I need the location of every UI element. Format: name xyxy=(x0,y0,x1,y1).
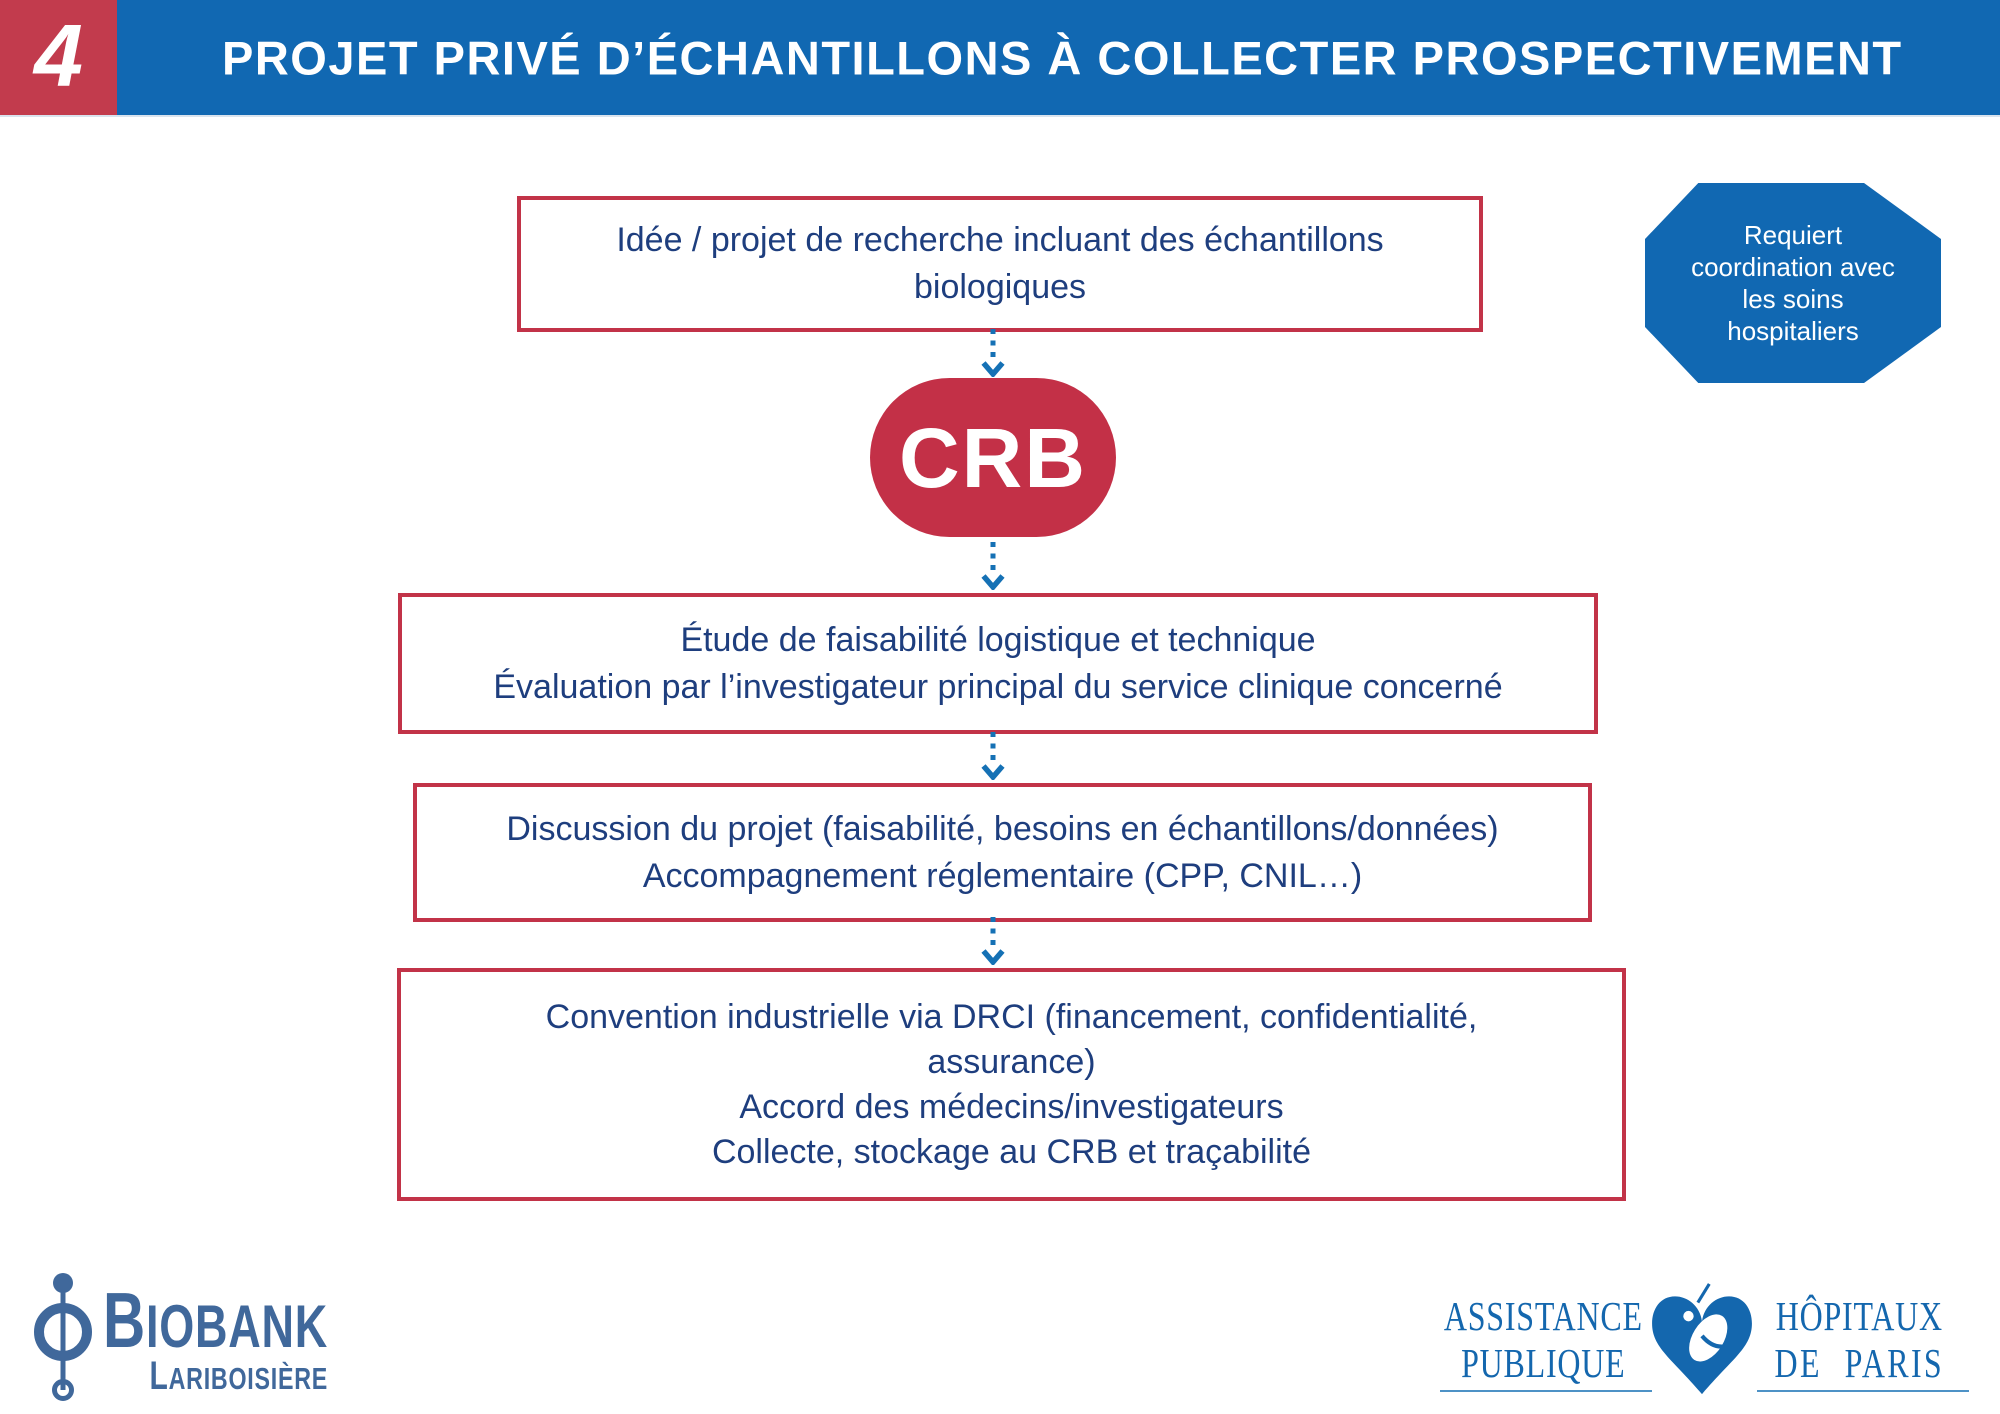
aphp-left-line2: PUBLIQUE xyxy=(1461,1340,1626,1386)
aphp-underline-left xyxy=(1440,1390,1652,1392)
biobank-wordmark: BIOBANK LARIBOISIÈRE xyxy=(103,1290,328,1396)
text-line: Étude de faisabilité logistique et techn… xyxy=(680,620,1316,659)
text-line: coordination avec xyxy=(1691,252,1895,282)
slide-number-badge: 4 xyxy=(0,0,117,115)
text-line: Évaluation par l’investigateur principal… xyxy=(493,667,1503,706)
text-line: Discussion du projet (faisabilité, besoi… xyxy=(506,809,1499,848)
flow-arrow-icon xyxy=(981,732,1005,780)
text-line: Collecte, stockage au CRB et traçabilité xyxy=(711,1132,1312,1171)
biobank-icon xyxy=(34,1273,92,1401)
text-line: Convention industrielle via DRCI (financ… xyxy=(545,997,1478,1036)
flow-box-idea: Idée / projet de recherche incluant des … xyxy=(517,196,1483,332)
flow-box-discussion: Discussion du projet (faisabilité, besoi… xyxy=(413,783,1592,922)
slide-number: 4 xyxy=(34,5,83,105)
flow-box-convention: Convention industrielle via DRCI (financ… xyxy=(397,968,1626,1201)
text-line: biologiques xyxy=(913,268,1087,306)
aphp-heart-icon xyxy=(1652,1283,1752,1395)
flow-box-feasibility: Étude de faisabilité logistique et techn… xyxy=(398,593,1598,734)
text-line: Requiert xyxy=(1743,220,1843,250)
callout-octagon: Requiert coordination avec les soins hospit… xyxy=(1645,183,1941,383)
aphp-right-line1: HÔPITAUX xyxy=(1775,1293,1943,1339)
flow-arrow-icon xyxy=(981,542,1005,590)
page-title: PROJET PRIVÉ D’ÉCHANTILLONS À COLLECTER … xyxy=(222,31,1903,84)
text-line: Accompagnement réglementaire (CPP, CNIL…… xyxy=(642,856,1363,895)
text-line: hospitaliers xyxy=(1727,316,1859,346)
aphp-left-line1: ASSISTANCE xyxy=(1443,1293,1643,1339)
aphp-right-line2: DE PARIS xyxy=(1774,1340,1945,1386)
crb-badge: CRB xyxy=(870,378,1116,537)
text-line: Accord des médecins/investigateurs xyxy=(739,1087,1284,1126)
aphp-right-wordmark: HÔPITAUX DE PARIS xyxy=(1754,1293,1965,1387)
aphp-underline-right xyxy=(1757,1390,1969,1392)
text-line: assurance) xyxy=(927,1042,1096,1081)
text-line: Idée / projet de recherche incluant des … xyxy=(616,221,1384,259)
header-banner: 4 PROJET PRIVÉ D’ÉCHANTILLONS À COLLECTE… xyxy=(0,0,2000,117)
text-line: les soins xyxy=(1742,284,1844,314)
biobank-wordmark-main: BIOBANK xyxy=(103,1276,329,1364)
biobank-logo: BIOBANK LARIBOISIÈRE xyxy=(33,1272,403,1402)
flow-arrow-icon xyxy=(981,329,1005,377)
biobank-wordmark-sub: LARIBOISIÈRE xyxy=(149,1354,329,1398)
aphp-left-wordmark: ASSISTANCE PUBLIQUE xyxy=(1438,1293,1649,1387)
flow-arrow-icon xyxy=(981,917,1005,965)
crb-label: CRB xyxy=(899,410,1087,505)
